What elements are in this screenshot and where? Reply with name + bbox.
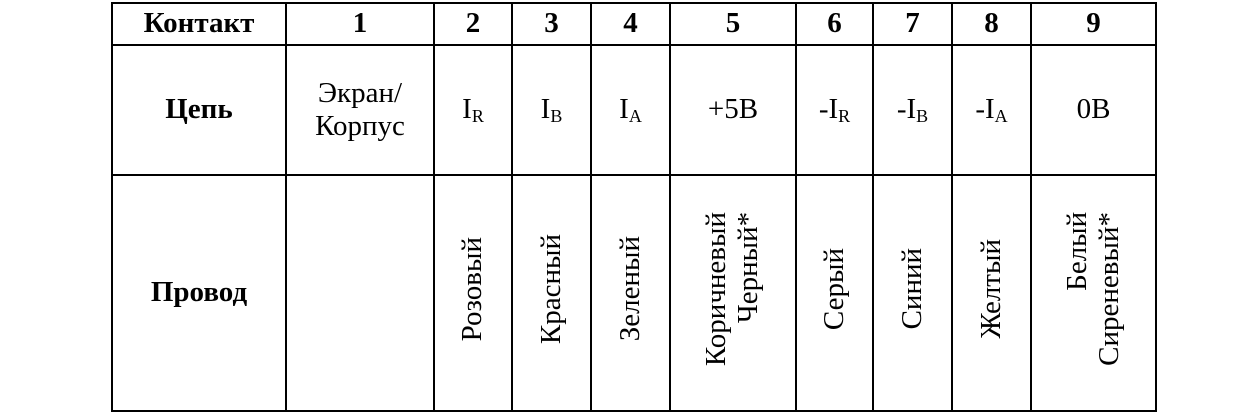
contact-number: 2 — [433, 2, 513, 46]
wire-color: Коричневый Черный* — [700, 211, 764, 366]
circuit-cell: -IR — [795, 44, 874, 176]
wire-cell: Красный — [511, 174, 592, 412]
contact-number: 7 — [872, 2, 953, 46]
row-header-contact: Контакт — [111, 2, 287, 46]
circuit-row: Цепь Экран/ Корпус IR IB IA +5В -IR -IB … — [111, 44, 1157, 176]
contact-number: 5 — [669, 2, 797, 46]
wire-color: Розовый — [456, 236, 489, 342]
wire-cell: Коричневый Черный* — [669, 174, 797, 412]
circuit-cell: IR — [433, 44, 513, 176]
wire-cell: Синий — [872, 174, 953, 412]
wire-color: Серый — [817, 247, 850, 330]
wire-cell: Белый Сиреневый* — [1030, 174, 1157, 412]
wire-cell — [285, 174, 435, 412]
circuit-subscript: A — [994, 106, 1008, 127]
row-header-wire: Провод — [111, 174, 287, 412]
row-header-circuit: Цепь — [111, 44, 287, 176]
circuit-subscript: R — [471, 106, 484, 127]
circuit-name: +5В — [707, 93, 759, 126]
circuit-name: -I — [818, 93, 839, 126]
circuit-name: -I — [975, 93, 995, 126]
wire-color: Синий — [895, 248, 928, 330]
circuit-name: I — [540, 93, 551, 126]
contact-number: 8 — [951, 2, 1032, 46]
contact-number: 9 — [1030, 2, 1157, 46]
circuit-cell: -IA — [951, 44, 1032, 176]
wire-cell: Розовый — [433, 174, 513, 412]
wire-cell: Желтый — [951, 174, 1032, 412]
wire-color: Белый Сиреневый* — [1060, 211, 1125, 366]
circuit-cell: IB — [511, 44, 592, 176]
circuit-cell: -IB — [872, 44, 953, 176]
circuit-subscript: R — [838, 106, 851, 127]
wire-color: Красный — [534, 233, 567, 344]
contact-number: 3 — [511, 2, 592, 46]
circuit-cell: +5В — [669, 44, 797, 176]
contact-row: Контакт 1 2 3 4 5 6 7 8 9 — [111, 2, 1157, 46]
pinout-table: Контакт 1 2 3 4 5 6 7 8 9 Цепь Экран/ Ко… — [111, 2, 1157, 412]
circuit-cell: Экран/ Корпус — [285, 44, 435, 176]
wire-cell: Зеленый — [590, 174, 671, 412]
circuit-name: I — [619, 93, 629, 126]
circuit-cell: IA — [590, 44, 671, 176]
circuit-name: I — [462, 93, 472, 126]
circuit-subscript: B — [916, 106, 929, 127]
wire-cell: Серый — [795, 174, 874, 412]
contact-number: 1 — [285, 2, 435, 46]
circuit-subscript: A — [628, 106, 642, 127]
wire-row: Провод Розовый Красный Зеленый Коричневы… — [111, 174, 1157, 412]
contact-number: 6 — [795, 2, 874, 46]
circuit-name: -I — [896, 93, 917, 126]
circuit-cell: 0В — [1030, 44, 1157, 176]
circuit-name: Экран/ Корпус — [315, 76, 405, 142]
contact-number: 4 — [590, 2, 671, 46]
wire-color: Желтый — [974, 239, 1007, 339]
wire-color: Зеленый — [613, 236, 646, 342]
circuit-subscript: B — [550, 106, 563, 127]
circuit-name: 0В — [1076, 93, 1111, 126]
